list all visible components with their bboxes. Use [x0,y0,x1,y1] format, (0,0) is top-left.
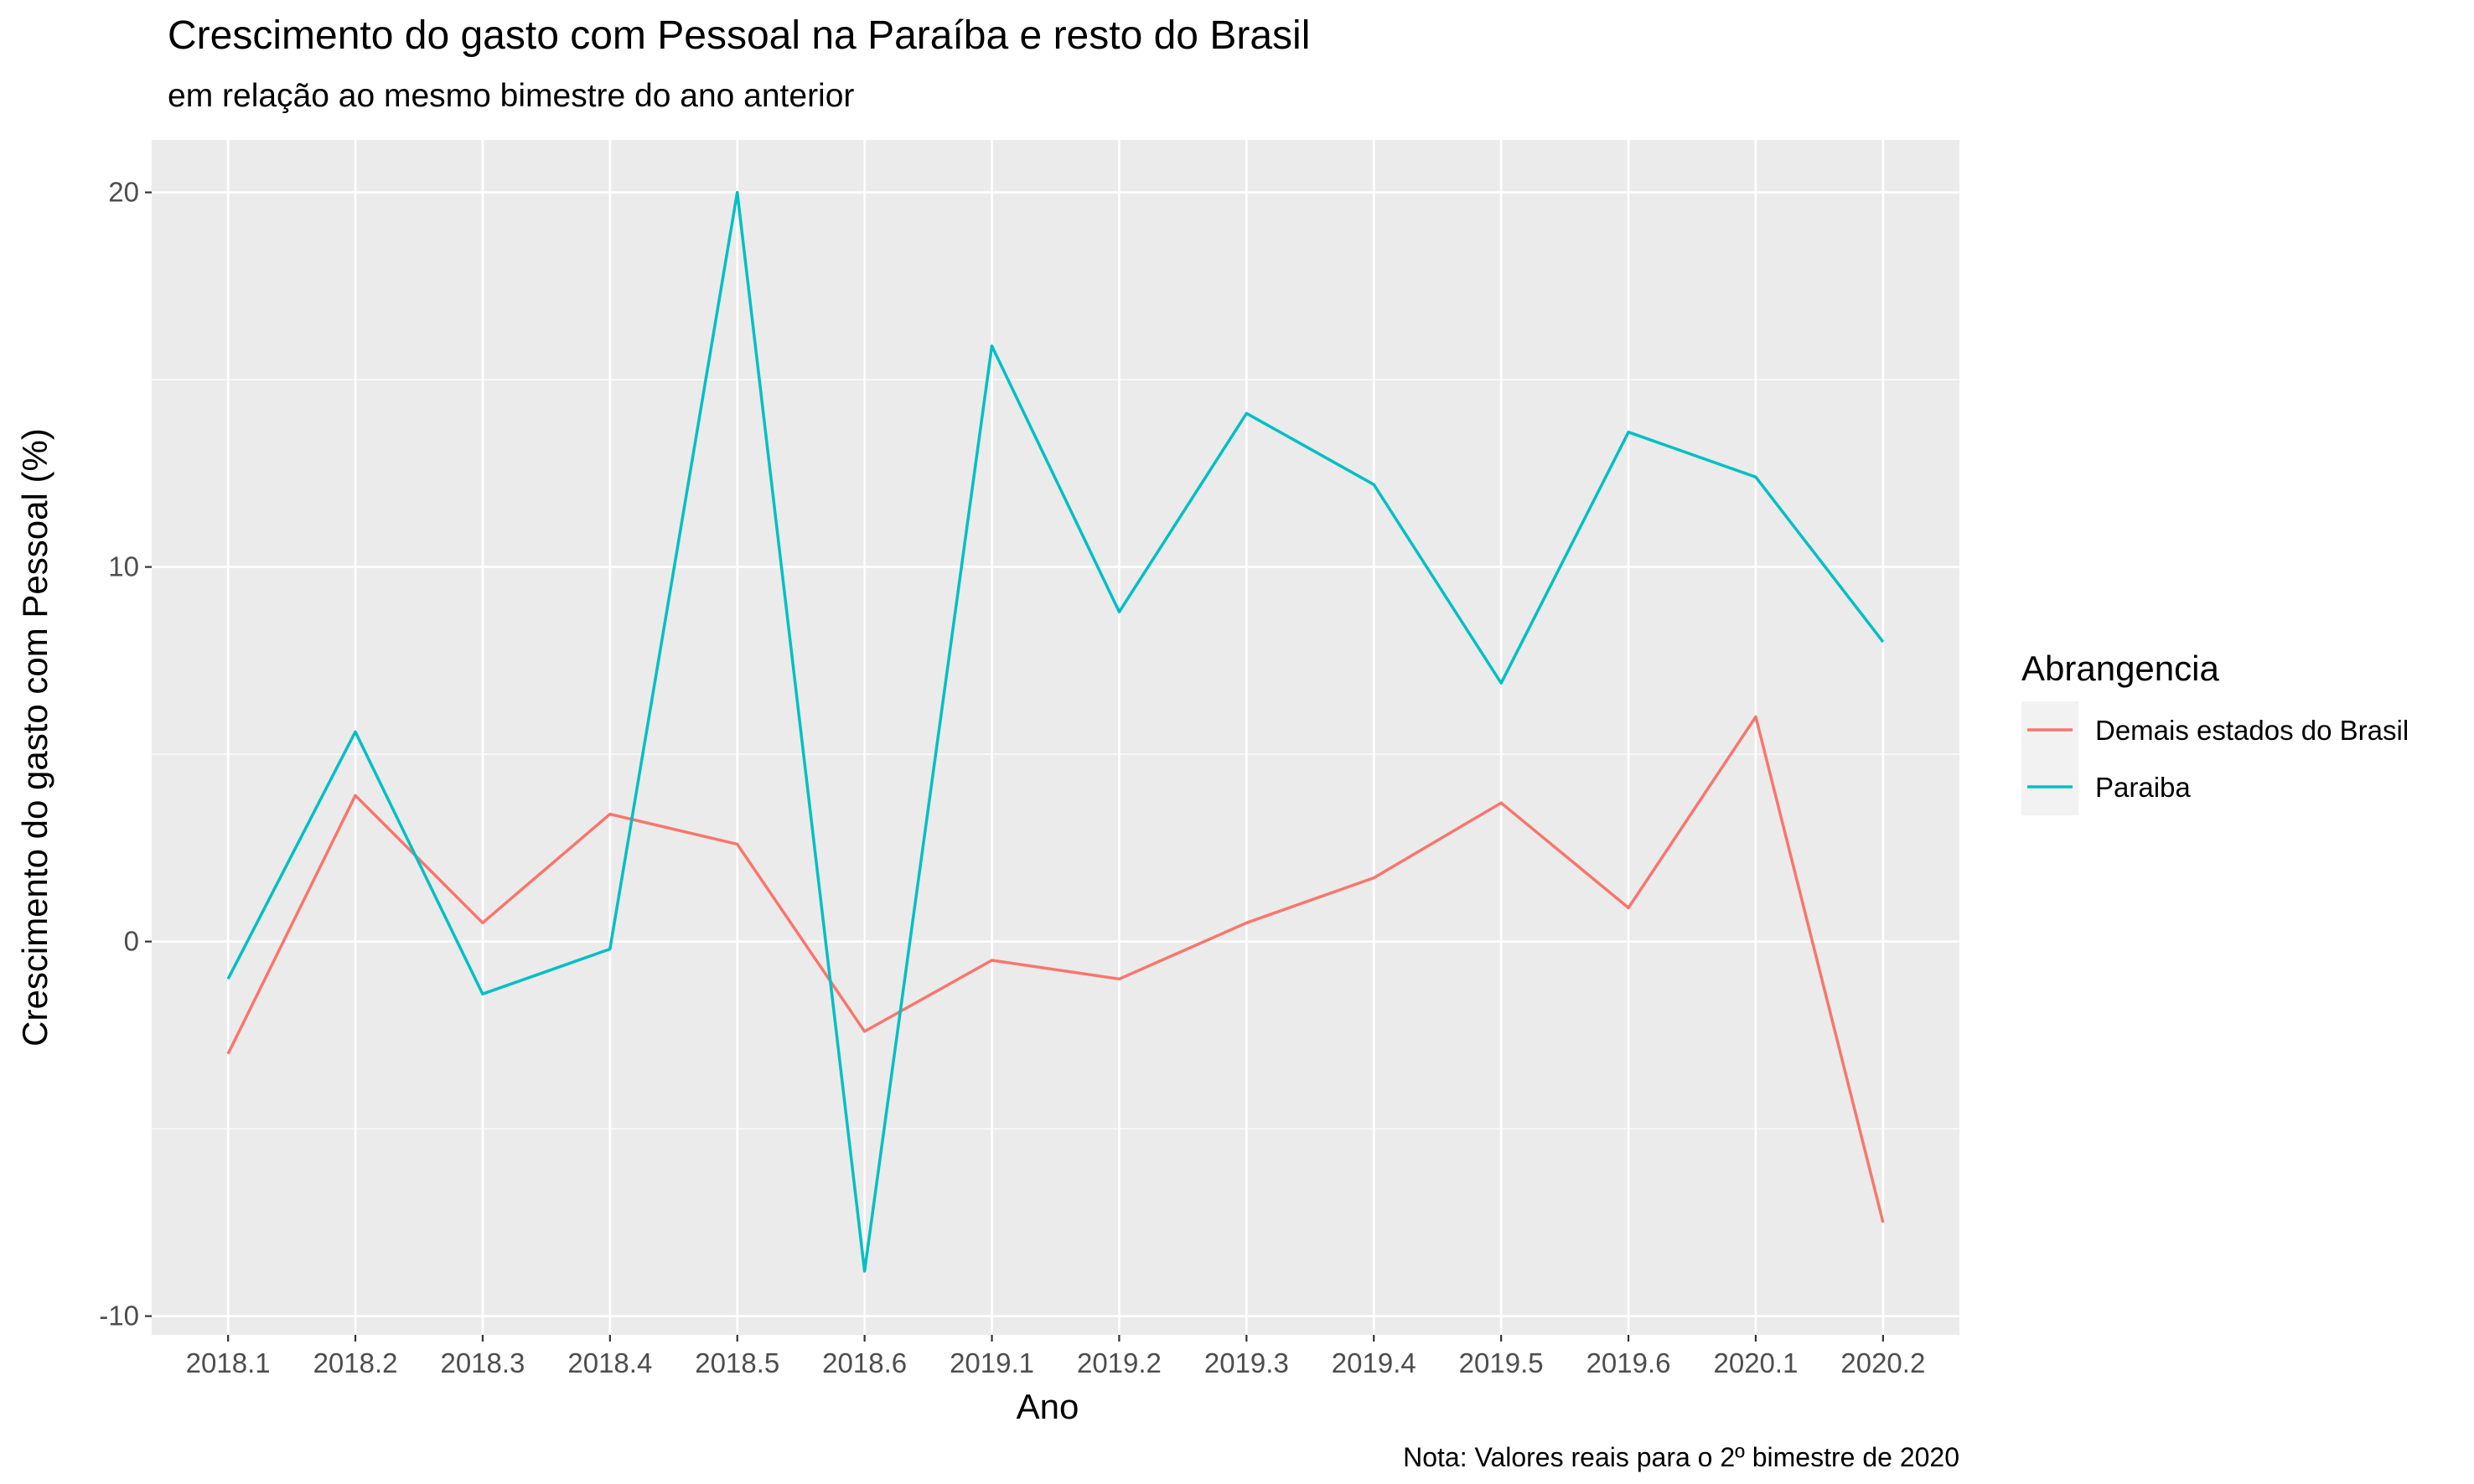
y-axis: -10 0 10 20 [99,177,152,1331]
x-tick-label: 2018.6 [822,1347,907,1378]
legend-label-1: Paraiba [2095,772,2191,803]
legend: Abrangencia Demais estados do Brasil Par… [2021,649,2409,815]
legend-title: Abrangencia [2021,649,2219,688]
major-gridlines [152,140,1959,1335]
chart-subtitle: em relação ao mesmo bimestre do ano ante… [168,78,854,114]
x-tick-label: 2018.2 [313,1347,398,1378]
x-axis-title: Ano [1017,1387,1079,1426]
series-lines [226,190,1885,1273]
x-tick-label: 2019.6 [1586,1347,1671,1378]
legend-label-0: Demais estados do Brasil [2095,715,2409,746]
caption-note: Nota: Valores reais para o 2º bimestre d… [1403,1442,1959,1472]
x-tick-label: 2018.5 [695,1347,779,1378]
series-line-1 [226,190,1885,1273]
x-tick-label: 2019.3 [1204,1347,1289,1378]
chart-title: Crescimento do gasto com Pessoal na Para… [168,13,1310,58]
x-axis: 2018.1 2018.2 2018.3 2018.4 2018.5 2018.6 2019… [186,1335,1925,1378]
series-line-0 [226,715,1885,1223]
x-tick-label: 2018.1 [186,1347,271,1378]
plot-panel [152,140,1959,1335]
x-tick-label: 2019.2 [1077,1347,1162,1378]
y-tick-label: 0 [124,926,139,957]
y-tick-label: -10 [99,1300,139,1331]
y-tick-label: 10 [108,551,139,582]
y-axis-title: Crescimento do gasto com Pessoal (%) [15,428,54,1047]
x-tick-label: 2020.2 [1840,1347,1925,1378]
x-tick-label: 2019.5 [1459,1347,1544,1378]
x-tick-label: 2018.4 [567,1347,652,1378]
x-tick-label: 2019.4 [1332,1347,1416,1378]
y-tick-label: 20 [108,177,139,208]
x-tick-label: 2019.1 [950,1347,1034,1378]
x-tick-label: 2018.3 [440,1347,525,1378]
x-tick-label: 2020.1 [1713,1347,1798,1378]
minor-gridlines [152,379,1959,1130]
